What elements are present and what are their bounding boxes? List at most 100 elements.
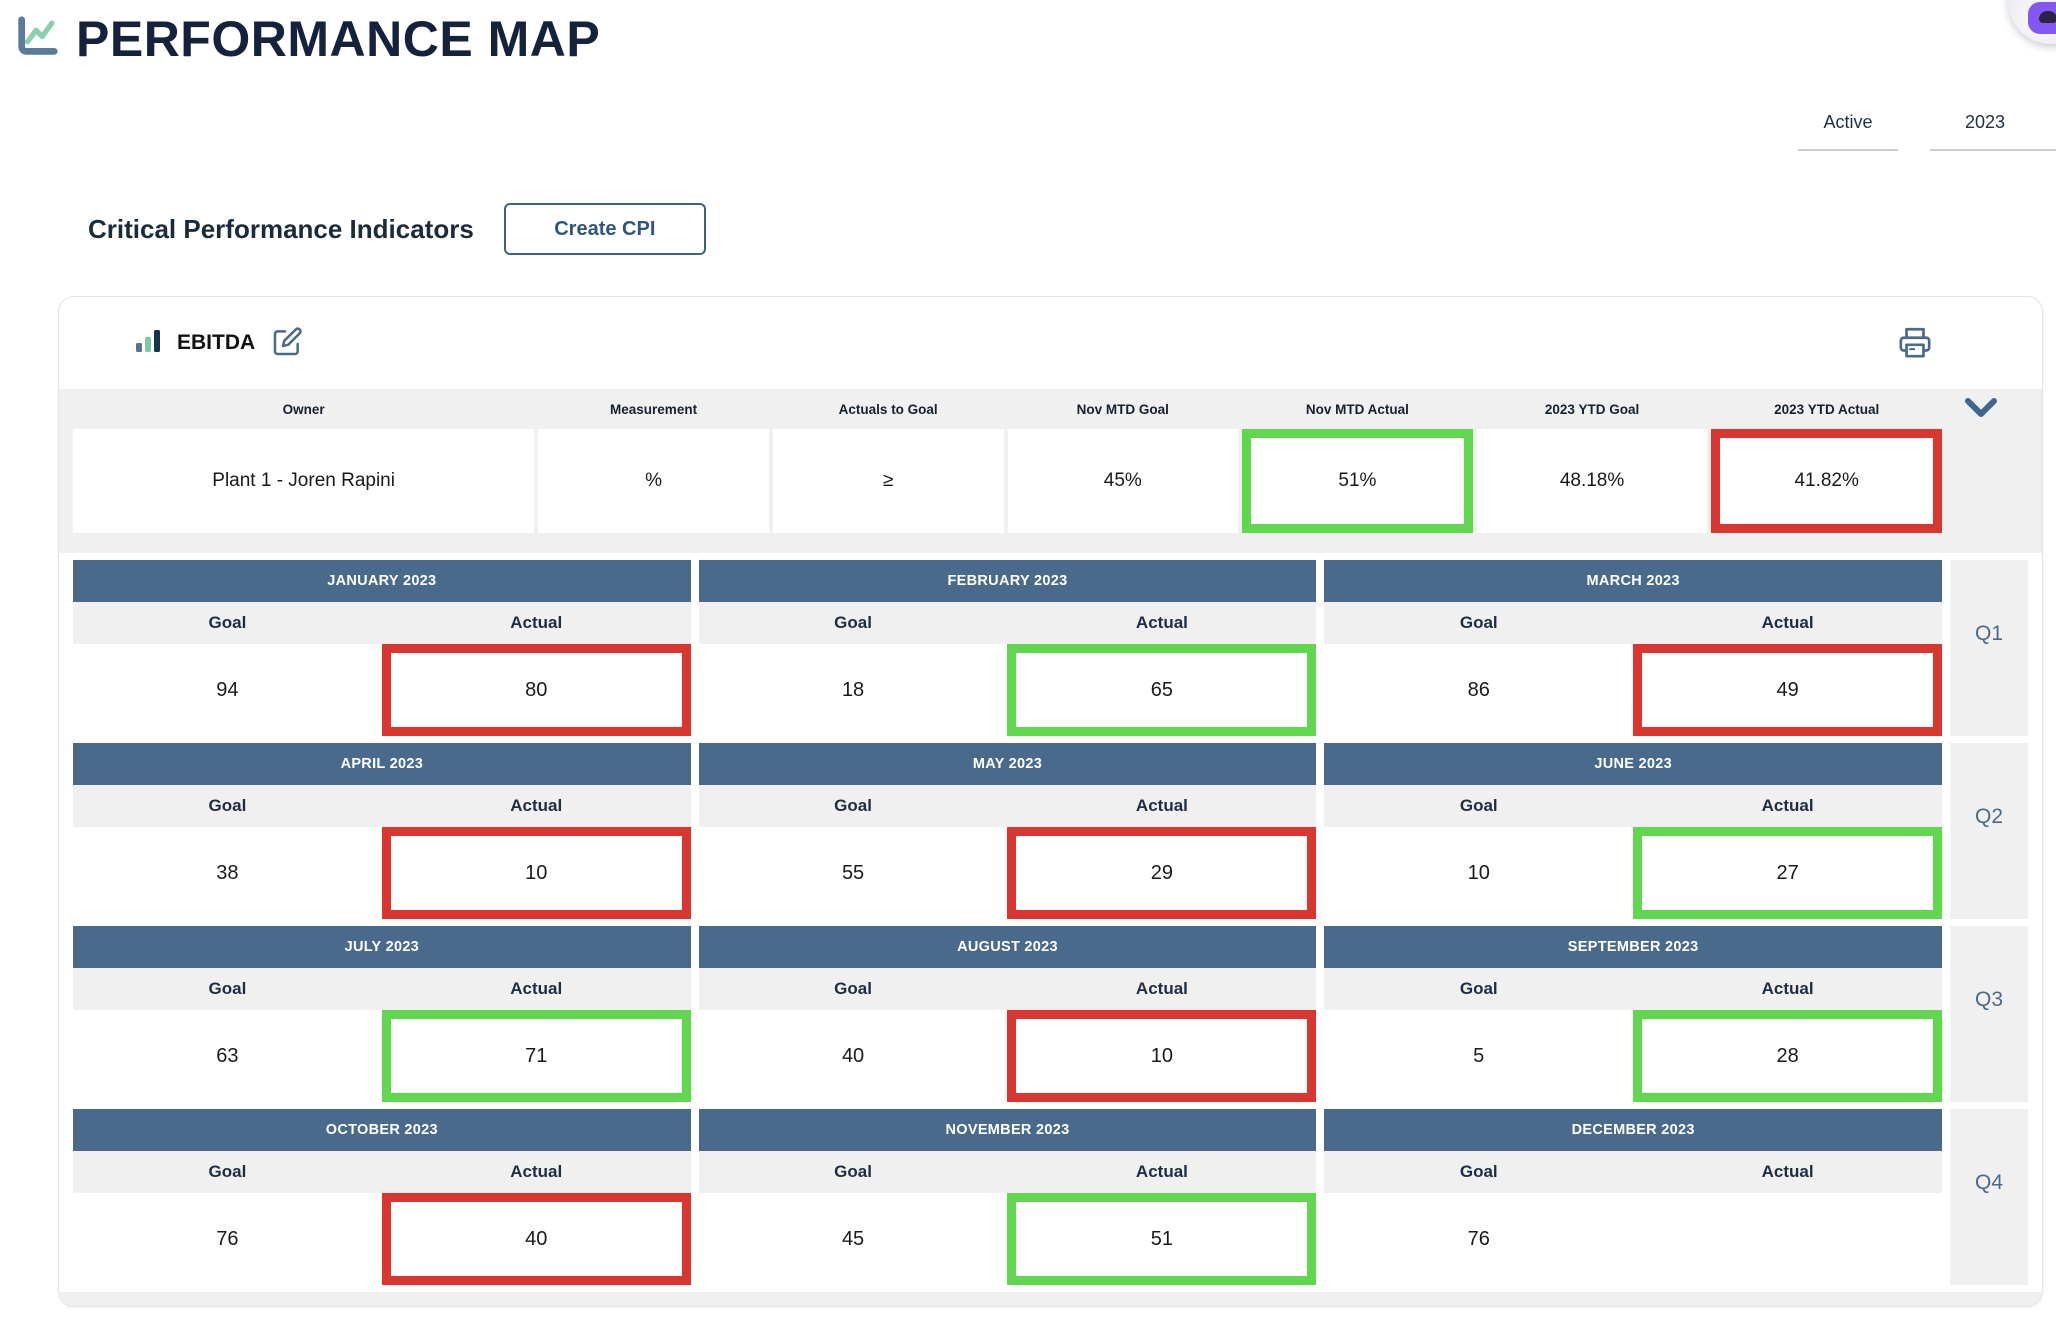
owner-cell: Plant 1 - Joren Rapini	[73, 429, 535, 533]
goal-label: Goal	[834, 979, 872, 998]
month-section-december: DECEMBER 2023 Goal Actual 76	[1324, 1109, 1942, 1285]
col-header-measurement: Measurement	[610, 401, 698, 417]
goal-label: Goal	[834, 613, 872, 632]
actual-value: 49	[1633, 644, 1942, 736]
month-section-january: JANUARY 2023 Goal Actual 94 80	[73, 560, 691, 736]
goal-label: Goal	[208, 979, 247, 998]
actual-value: 29	[1007, 827, 1317, 919]
goal-label: Goal	[208, 613, 247, 632]
quarter-label: Q3	[1974, 988, 2003, 1011]
goal-value: 10	[1324, 827, 1634, 919]
goal-label: Goal	[208, 796, 247, 815]
month-section-july: JULY 2023 Goal Actual 63 71	[73, 926, 691, 1102]
quarter-block-q2: APRIL 2023 Goal Actual 38 10 MAY 2023 Goal…	[73, 743, 2028, 919]
status-filter-select[interactable]: Active	[1798, 112, 1898, 151]
ytd-actual-cell: 41.82%	[1711, 429, 1942, 533]
actual-value: 10	[381, 827, 691, 919]
quarter-label: Q1	[1974, 622, 2003, 645]
month-section-march: MARCH 2023 Goal Actual 86 49	[1324, 560, 1942, 736]
col-header-nov-mtd-actual: Nov MTD Actual	[1305, 401, 1409, 417]
goal-label: Goal	[1459, 1162, 1498, 1181]
actual-label: Actual	[1761, 979, 1814, 998]
month-header: DECEMBER 2023	[1324, 1109, 1942, 1151]
chevron-down-icon	[1964, 397, 1998, 424]
col-header-ytd-goal: 2023 YTD Goal	[1544, 401, 1640, 417]
summary-header-row: Owner Measurement Actuals to Goal Nov MT…	[73, 389, 1942, 429]
quarter-block-q1: JANUARY 2023 Goal Actual 94 80 FEBRUARY 20…	[73, 560, 2028, 736]
ytd-goal-cell: 48.18%	[1476, 429, 1708, 533]
month-section-october: OCTOBER 2023 Goal Actual 76 40	[73, 1109, 691, 1285]
actual-label: Actual	[510, 613, 563, 632]
quarters: JANUARY 2023 Goal Actual 94 80 FEBRUARY 20…	[59, 553, 2042, 1285]
actual-label: Actual	[1135, 979, 1188, 998]
quarter-label: Q4	[1974, 1171, 2003, 1194]
goal-value: 76	[1324, 1193, 1634, 1285]
nov-mtd-actual-cell: 51%	[1242, 429, 1473, 533]
actual-value: 71	[381, 1010, 691, 1102]
col-header-owner: Owner	[282, 401, 325, 417]
month-header: APRIL 2023	[73, 743, 691, 785]
actual-label: Actual	[1135, 796, 1188, 815]
cpi-name: EBITDA	[177, 331, 256, 354]
col-header-actuals-to-goal: Actuals to Goal	[838, 401, 938, 417]
edit-icon	[271, 326, 303, 361]
month-header: MARCH 2023	[1324, 560, 1942, 602]
actual-label: Actual	[510, 796, 563, 815]
goal-value: 5	[1324, 1010, 1634, 1102]
goal-value: 76	[73, 1193, 382, 1285]
goal-value: 63	[73, 1010, 382, 1102]
quarter-label: Q2	[1974, 805, 2003, 828]
month-header: OCTOBER 2023	[73, 1109, 691, 1151]
section-row: Critical Performance Indicators Create C…	[88, 203, 706, 255]
col-header-ytd-actual: 2023 YTD Actual	[1774, 401, 1880, 417]
actual-value: 10	[1007, 1010, 1317, 1102]
actuals-to-goal-cell: ≥	[772, 429, 1004, 533]
goal-value: 40	[698, 1010, 1008, 1102]
edit-cpi-button[interactable]	[271, 326, 303, 361]
assistant-widget-chip	[2028, 2, 2056, 34]
actual-value: 28	[1633, 1010, 1942, 1102]
quarter-gutter: Q2	[1950, 743, 2028, 919]
print-icon	[1898, 325, 1932, 362]
actual-value: 51	[1007, 1193, 1317, 1285]
goal-label: Goal	[208, 1162, 247, 1181]
quarter-gutter: Q3	[1950, 926, 2028, 1102]
actual-label: Actual	[1135, 1162, 1188, 1181]
quarter-gutter: Q4	[1950, 1109, 2028, 1285]
section-heading: Critical Performance Indicators	[88, 213, 474, 244]
month-header: SEPTEMBER 2023	[1324, 926, 1942, 968]
goal-value: 45	[698, 1193, 1008, 1285]
create-cpi-button[interactable]: Create CPI	[503, 203, 706, 255]
actual-label: Actual	[1135, 613, 1188, 632]
year-filter-select[interactable]: 2023	[1930, 112, 2056, 151]
goal-label: Goal	[1459, 796, 1498, 815]
measurement-cell: %	[538, 429, 769, 533]
actual-label: Actual	[1761, 796, 1814, 815]
nov-mtd-goal-cell: 45%	[1007, 429, 1239, 533]
actual-label: Actual	[1761, 1162, 1814, 1181]
month-header: AUGUST 2023	[698, 926, 1317, 968]
cpi-titlebar: EBITDA	[59, 297, 2042, 389]
goal-label: Goal	[1459, 979, 1498, 998]
month-header: FEBRUARY 2023	[698, 560, 1317, 602]
quarter-gutter: Q1	[1950, 560, 2028, 736]
goal-value: 38	[73, 827, 382, 919]
bar-chart-icon	[135, 328, 161, 359]
actual-label: Actual	[510, 979, 563, 998]
assistant-widget-glyph	[2039, 11, 2056, 23]
line-chart-icon	[14, 13, 60, 66]
goal-label: Goal	[834, 1162, 872, 1181]
actual-value	[1633, 1193, 1942, 1285]
actual-value: 40	[381, 1193, 691, 1285]
assistant-widget[interactable]	[2008, 0, 2056, 44]
month-header: MAY 2023	[698, 743, 1317, 785]
quarter-block-q3: JULY 2023 Goal Actual 63 71 AUGUST 2023 Go…	[73, 926, 2028, 1102]
month-section-november: NOVEMBER 2023 Goal Actual 45 51	[698, 1109, 1317, 1285]
actual-value: 65	[1007, 644, 1317, 736]
month-header: JANUARY 2023	[73, 560, 691, 602]
print-button[interactable]	[1898, 325, 1932, 362]
collapse-button[interactable]	[1964, 397, 1998, 424]
goal-value: 94	[73, 644, 382, 736]
month-section-september: SEPTEMBER 2023 Goal Actual 5 28	[1324, 926, 1942, 1102]
filters: Active 2023	[1798, 112, 2056, 151]
